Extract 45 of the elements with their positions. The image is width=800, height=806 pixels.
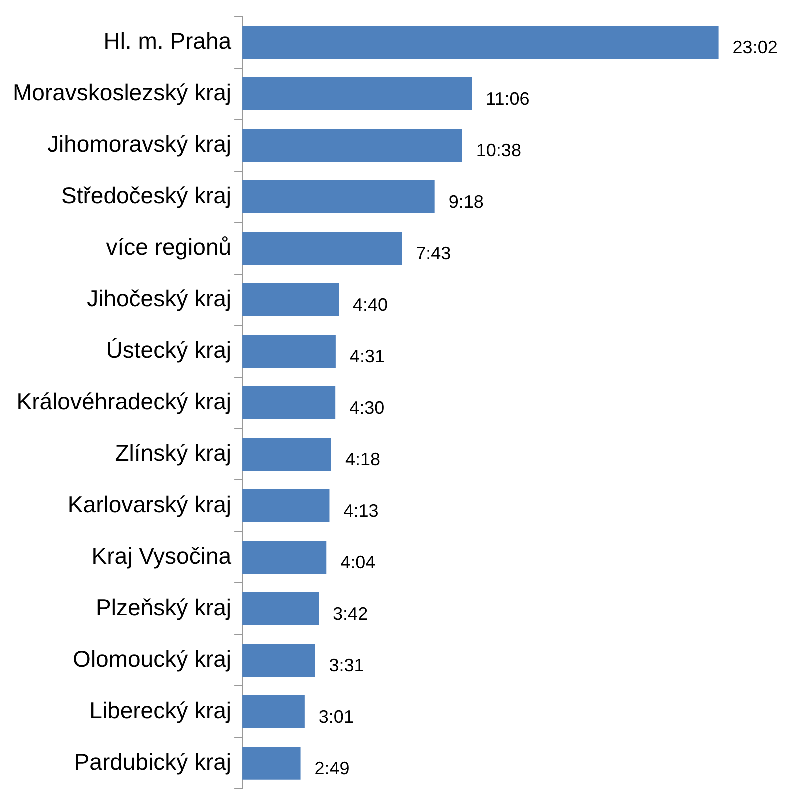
bar [242,490,330,522]
bar [242,78,472,111]
y-tick-label: Jihočeský kraj [87,285,232,312]
bar [242,438,332,471]
y-tick-label: Olomoucký kraj [73,646,232,672]
data-label: 4:30 [350,398,385,418]
y-tick-label: Hl. m. Praha [104,28,232,54]
bar [242,541,327,574]
y-tick-label: Karlovarský kraj [68,491,232,518]
data-label: 4:13 [344,500,379,521]
bar [242,129,462,162]
y-tick-label: Plzeňský kraj [96,594,232,620]
data-label: 3:01 [318,706,354,727]
bar [242,284,340,316]
data-label: 2:49 [314,758,350,778]
data-label: 3:31 [329,655,364,676]
bar [242,644,316,677]
data-label: 3:42 [333,604,368,624]
data-label: 7:43 [416,243,452,264]
y-tick-label: Pardubický kraj [74,748,232,775]
y-tick-label: Liberecký kraj [90,697,232,724]
bar [242,26,719,60]
bar [242,335,336,368]
bar [242,746,301,780]
y-tick-label: Jihomoravský kraj [48,130,232,157]
y-tick-label: Ústecký kraj [106,336,232,363]
data-label: 4:40 [353,294,388,315]
y-tick-label: Moravskoslezský kraj [13,79,232,106]
data-label: 11:06 [486,89,530,110]
bar [242,386,336,420]
bar [242,232,402,265]
data-label: 23:02 [732,38,778,58]
data-label: 4:18 [345,449,380,470]
data-label: 10:38 [476,140,522,160]
data-label: 9:18 [448,192,484,212]
data-label: 4:31 [350,346,385,366]
y-tick-label: Královéhradecký kraj [16,388,232,414]
y-tick-label: Středočeský kraj [62,182,232,208]
y-tick-label: Kraj Vysočina [92,542,232,569]
bar [242,180,435,214]
y-tick-label: více regionů [106,234,232,260]
bar [242,695,305,728]
data-label: 4:04 [340,552,376,572]
y-tick-label: Zlínský kraj [115,440,232,466]
bar [242,592,320,626]
